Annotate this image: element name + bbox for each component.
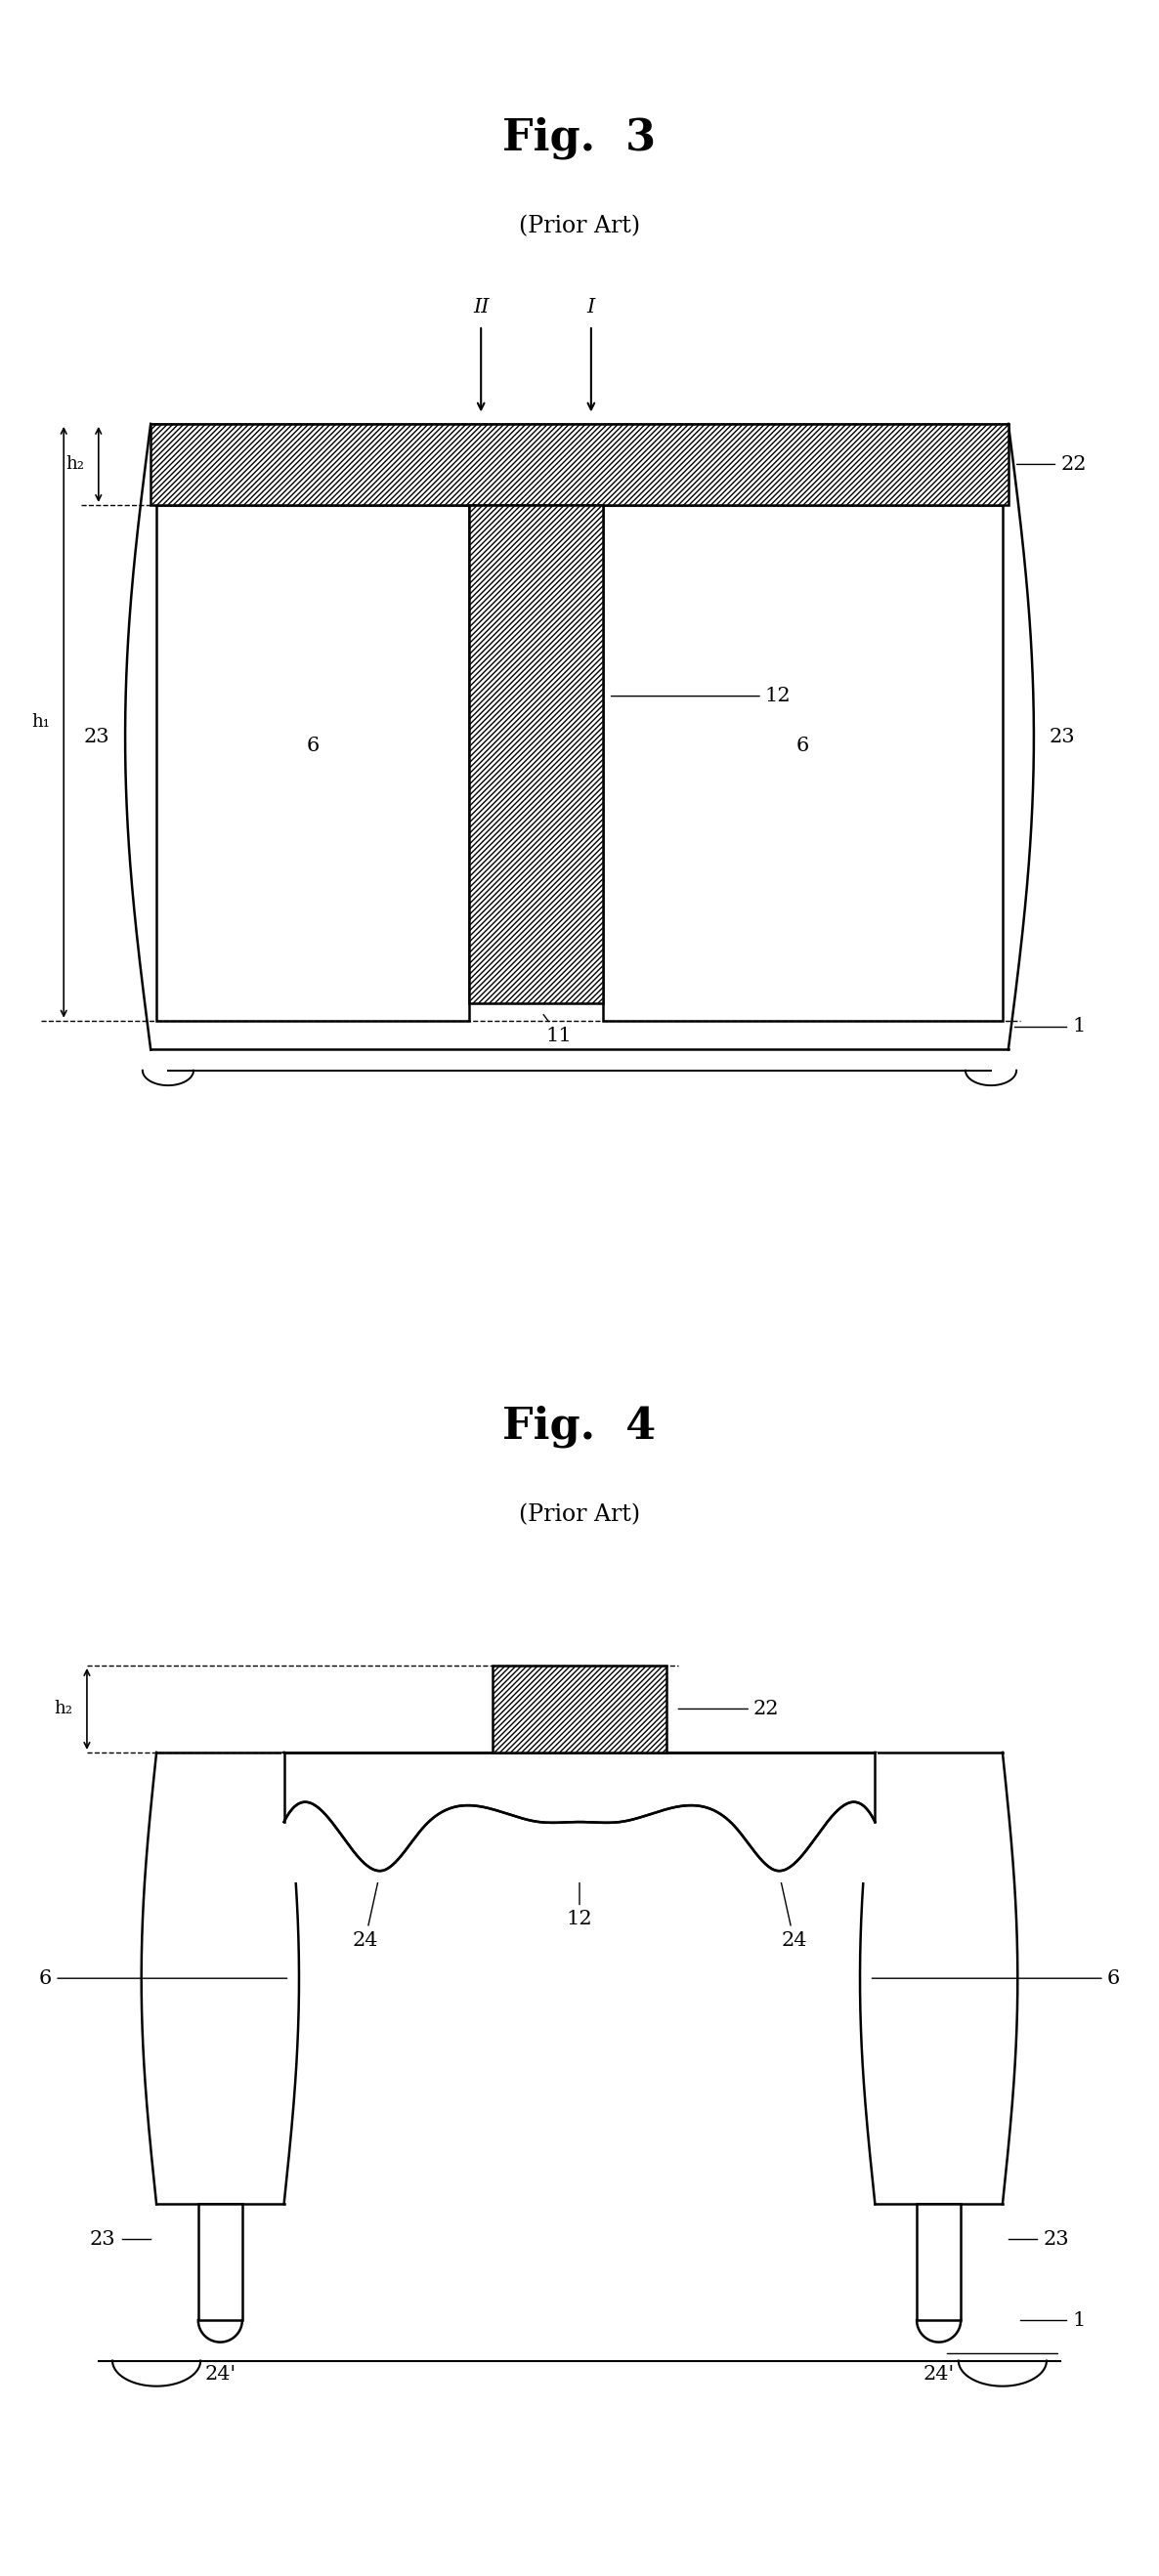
Text: 1: 1: [1072, 2311, 1085, 2329]
Bar: [860, 1752, 1018, 2205]
Text: 1: 1: [1072, 1018, 1085, 1036]
Text: Fig.  4: Fig. 4: [503, 1404, 656, 1448]
Text: (Prior Art): (Prior Art): [519, 216, 640, 237]
Bar: [469, 505, 603, 1002]
Bar: [141, 1752, 299, 2205]
Bar: [603, 505, 1003, 1020]
Text: 12: 12: [611, 688, 790, 706]
Text: 6: 6: [306, 737, 320, 755]
Text: h₁: h₁: [31, 714, 50, 732]
Text: 23: 23: [1049, 726, 1074, 747]
Bar: [156, 505, 469, 1020]
Text: 22: 22: [678, 1700, 779, 1718]
Text: h₂: h₂: [54, 1700, 73, 1718]
Text: I: I: [588, 299, 595, 317]
Text: 24: 24: [352, 1865, 381, 1950]
Text: 22: 22: [1016, 456, 1086, 474]
Bar: [198, 2205, 242, 2321]
Text: II: II: [473, 299, 489, 317]
Bar: [282, 1752, 877, 1883]
Text: Fig.  3: Fig. 3: [503, 116, 656, 160]
Text: 12: 12: [567, 1844, 592, 1929]
Text: h₂: h₂: [66, 456, 85, 474]
Bar: [151, 425, 1008, 505]
Bar: [493, 1667, 666, 1752]
Text: 24: 24: [778, 1865, 807, 1950]
Text: 6: 6: [796, 737, 809, 755]
Text: (Prior Art): (Prior Art): [519, 1504, 640, 1525]
Text: 6: 6: [39, 1968, 287, 1989]
Text: 24': 24': [204, 2365, 236, 2383]
Text: 11: 11: [544, 1015, 573, 1046]
Text: 6: 6: [872, 1968, 1120, 1989]
Text: 23: 23: [85, 726, 110, 747]
Text: 23: 23: [1043, 2231, 1069, 2249]
Bar: [122, 425, 1037, 1048]
Text: 23: 23: [90, 2231, 116, 2249]
Bar: [917, 2205, 961, 2321]
Text: 24': 24': [923, 2365, 955, 2383]
